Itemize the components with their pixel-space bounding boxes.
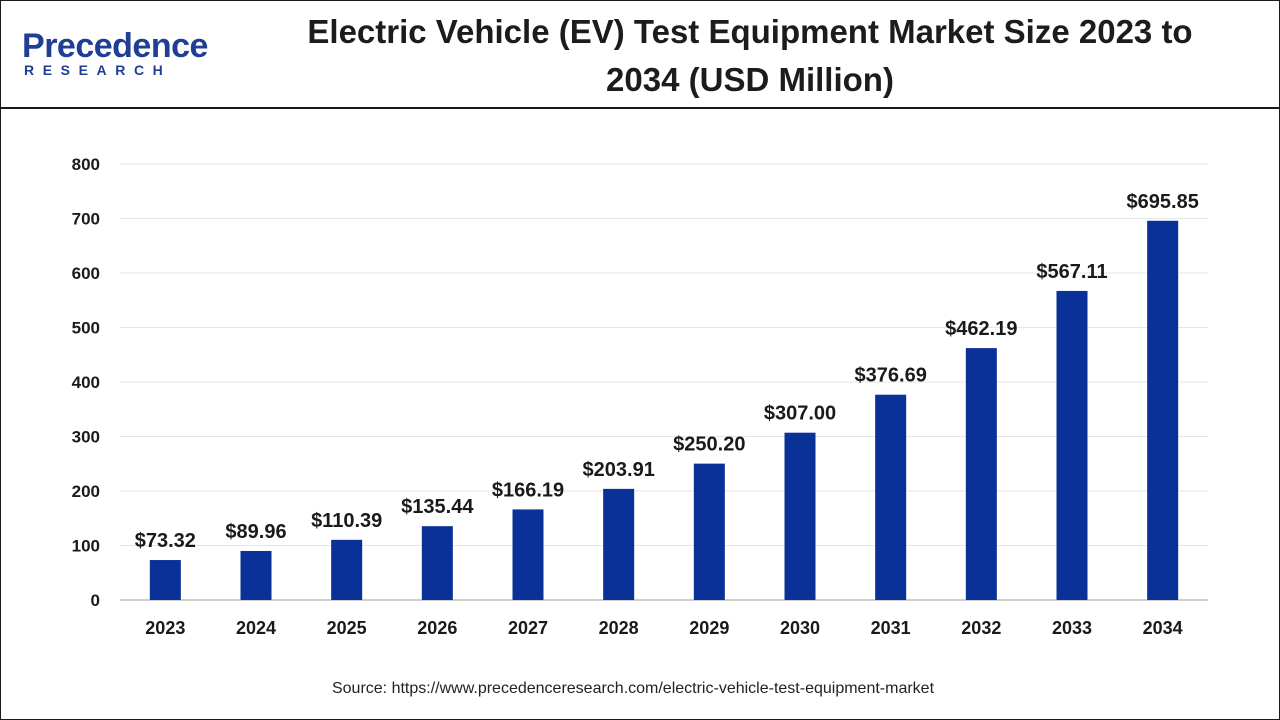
logo-subtitle: RESEARCH <box>24 62 172 78</box>
y-tick-label: 0 <box>91 591 100 610</box>
y-tick-label: 400 <box>72 373 100 392</box>
bar <box>784 432 816 600</box>
x-tick-label: 2033 <box>1052 618 1092 638</box>
chart-title: Electric Vehicle (EV) Test Equipment Mar… <box>250 8 1250 104</box>
bar <box>240 550 272 600</box>
y-tick-label: 600 <box>72 264 100 283</box>
data-label: $376.69 <box>855 365 927 387</box>
x-tick-label: 2034 <box>1143 618 1183 638</box>
x-tick-label: 2027 <box>508 618 548 638</box>
bar <box>512 509 544 600</box>
brand-logo: Precedence RESEARCH <box>22 26 222 86</box>
x-tick-label: 2031 <box>871 618 911 638</box>
data-label: $567.11 <box>1036 261 1107 283</box>
source-note: Source: https://www.precedenceresearch.c… <box>331 680 935 697</box>
bar-chart: 0 100 200 300 400 500 600 700 800 $73.32 2023 $89.9… <box>72 155 1208 638</box>
data-label: $250.20 <box>673 434 745 456</box>
bar <box>149 560 181 600</box>
x-tick-label: 2030 <box>780 618 820 638</box>
bar <box>693 463 725 600</box>
bar <box>1147 220 1179 600</box>
title-line-2: 2034 (USD Million) <box>606 61 894 98</box>
title-line-1: Electric Vehicle (EV) Test Equipment Mar… <box>307 13 1193 50</box>
logo-wordmark: Precedence <box>22 26 208 66</box>
bar <box>421 526 453 600</box>
x-tick-label: 2026 <box>417 618 457 638</box>
data-label: $462.19 <box>945 318 1017 340</box>
logo-word: recedence <box>44 27 208 65</box>
header: Precedence RESEARCH Electric Vehicle (EV… <box>0 0 1280 109</box>
y-tick-label: 300 <box>72 428 100 447</box>
y-tick-label: 700 <box>72 210 100 229</box>
x-tick-label: 2029 <box>689 618 729 638</box>
bar <box>331 539 363 600</box>
y-tick-label: 200 <box>72 482 100 501</box>
data-label: $166.19 <box>492 479 564 501</box>
y-tick-label: 100 <box>72 537 100 556</box>
data-label: $695.85 <box>1127 191 1199 213</box>
data-label: $203.91 <box>583 459 655 481</box>
x-tick-label: 2023 <box>145 618 185 638</box>
data-label: $110.39 <box>311 510 382 532</box>
data-label: $73.32 <box>135 530 196 552</box>
x-tick-label: 2032 <box>961 618 1001 638</box>
x-tick-label: 2024 <box>236 618 276 638</box>
data-label: $135.44 <box>401 496 474 518</box>
bar <box>1056 290 1088 600</box>
data-label: $307.00 <box>764 403 836 425</box>
y-tick-label: 800 <box>72 155 100 174</box>
x-tick-label: 2028 <box>599 618 639 638</box>
bar <box>965 348 997 600</box>
logo-initial: P <box>22 27 45 65</box>
bar <box>875 394 907 600</box>
bar <box>603 488 635 600</box>
y-tick-label: 500 <box>72 319 100 338</box>
x-tick-label: 2025 <box>327 618 367 638</box>
data-label: $89.96 <box>225 521 286 543</box>
